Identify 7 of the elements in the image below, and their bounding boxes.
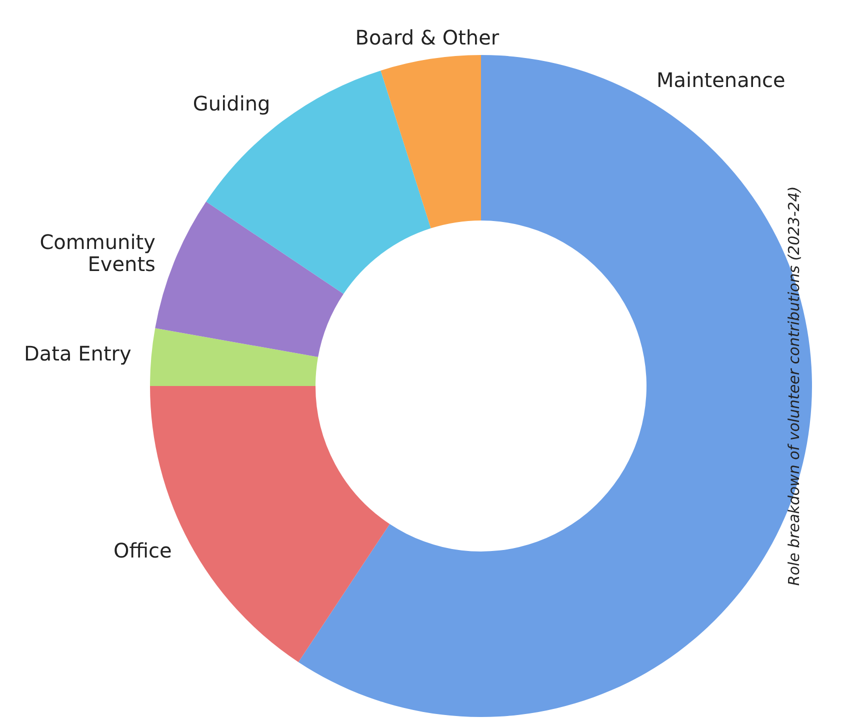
slice-label: Maintenance [656, 68, 786, 92]
text: Role breakdown of volunteer contributions (2023-24) [784, 186, 803, 586]
slice-label: Data Entry [24, 341, 132, 366]
slice-label: Guiding [192, 92, 270, 116]
slice-label: Board & Other [355, 25, 500, 50]
slice-label: Office [113, 538, 172, 562]
slice-label: Community Events [40, 230, 156, 276]
